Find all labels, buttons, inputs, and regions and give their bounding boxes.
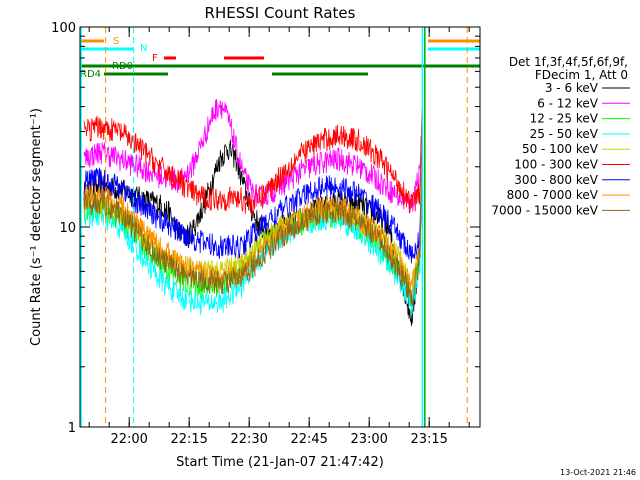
flag-bars: S NF RD0 RD4 — [80, 36, 480, 80]
x-tick-label: 22:30 — [230, 432, 267, 447]
y-tick-label: 10 — [59, 221, 76, 236]
flag-label-s: S — [113, 36, 119, 47]
series-line-1 — [83, 99, 423, 214]
series-line-3 — [83, 140, 423, 316]
chart-title: RHESSI Count Rates — [205, 4, 356, 22]
legend-entry-label: 3 - 6 keV — [545, 81, 599, 95]
x-tick-label: 22:45 — [290, 432, 327, 447]
axes: 22:00 22:15 22:30 22:45 23:00 23:15 1 10 100 — [51, 21, 480, 447]
flag-label-f: F — [152, 53, 158, 64]
legend-entry-label: 6 - 12 keV — [537, 96, 599, 110]
x-tick-label: 22:00 — [110, 432, 147, 447]
y-axis-label: Count Rate (s⁻¹ detector segment⁻¹) — [29, 108, 44, 346]
flag-label-rd4: RD4 — [80, 69, 101, 80]
legend-entry-label: 7000 - 15000 keV — [491, 203, 598, 217]
series-layer — [83, 99, 423, 327]
x-tick-label: 22:15 — [170, 432, 207, 447]
legend-entry-label: 25 - 50 keV — [530, 127, 599, 141]
legend-entry-label: 12 - 25 keV — [530, 112, 599, 126]
flag-label-n: N — [140, 43, 147, 54]
timestamp: 13-Oct-2021 21:46 — [560, 468, 636, 477]
x-axis-label: Start Time (21-Jan-07 21:47:42) — [176, 455, 384, 470]
legend-entry-label: 300 - 800 keV — [514, 173, 598, 187]
legend-entry-label: 800 - 7000 keV — [507, 188, 599, 202]
series-line-5 — [83, 107, 423, 216]
legend-entry-label: 100 - 300 keV — [514, 158, 598, 172]
series-line-6 — [83, 121, 423, 264]
legend: Det 1f,3f,4f,5f,6f,9f,FDecim 1, Att 03 -… — [491, 55, 630, 217]
vertical-markers — [80, 27, 468, 427]
y-tick-label: 1 — [68, 421, 76, 436]
y-tick-label: 100 — [51, 21, 76, 36]
x-tick-label: 23:00 — [350, 432, 387, 447]
series-line-8 — [83, 147, 423, 307]
flag-label-rd0: RD0 — [112, 61, 133, 72]
legend-entry-label: 50 - 100 keV — [522, 142, 599, 156]
x-tick-label: 23:15 — [410, 432, 447, 447]
legend-header-line: Det 1f,3f,4f,5f,6f,9f, — [509, 55, 628, 69]
legend-header-line: FDecim 1, Att 0 — [535, 68, 628, 82]
